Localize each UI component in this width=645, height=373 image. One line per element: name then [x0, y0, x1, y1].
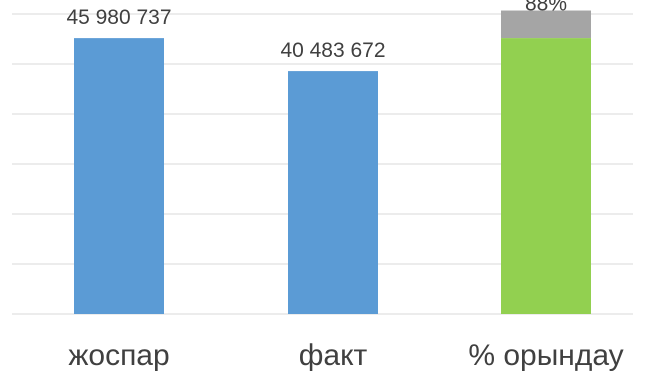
- bar-percent-fill: [501, 38, 591, 315]
- bar-fakt: [288, 71, 378, 315]
- value-label-percent: 88%: [525, 0, 567, 16]
- value-label-zhospar: 45 980 737: [66, 6, 171, 29]
- category-labels: жоспар факт % орындау: [68, 339, 623, 372]
- category-label-zhospar: жоспар: [68, 339, 169, 372]
- category-label-fakt: факт: [299, 339, 368, 372]
- value-label-fakt: 40 483 672: [280, 39, 385, 62]
- bar-percent-remainder: [501, 10, 591, 39]
- category-label-percent: % орындау: [468, 339, 623, 372]
- bar-zhospar: [74, 38, 164, 315]
- bars: [74, 10, 591, 315]
- value-labels: 45 980 737 40 483 672 88%: [66, 0, 567, 62]
